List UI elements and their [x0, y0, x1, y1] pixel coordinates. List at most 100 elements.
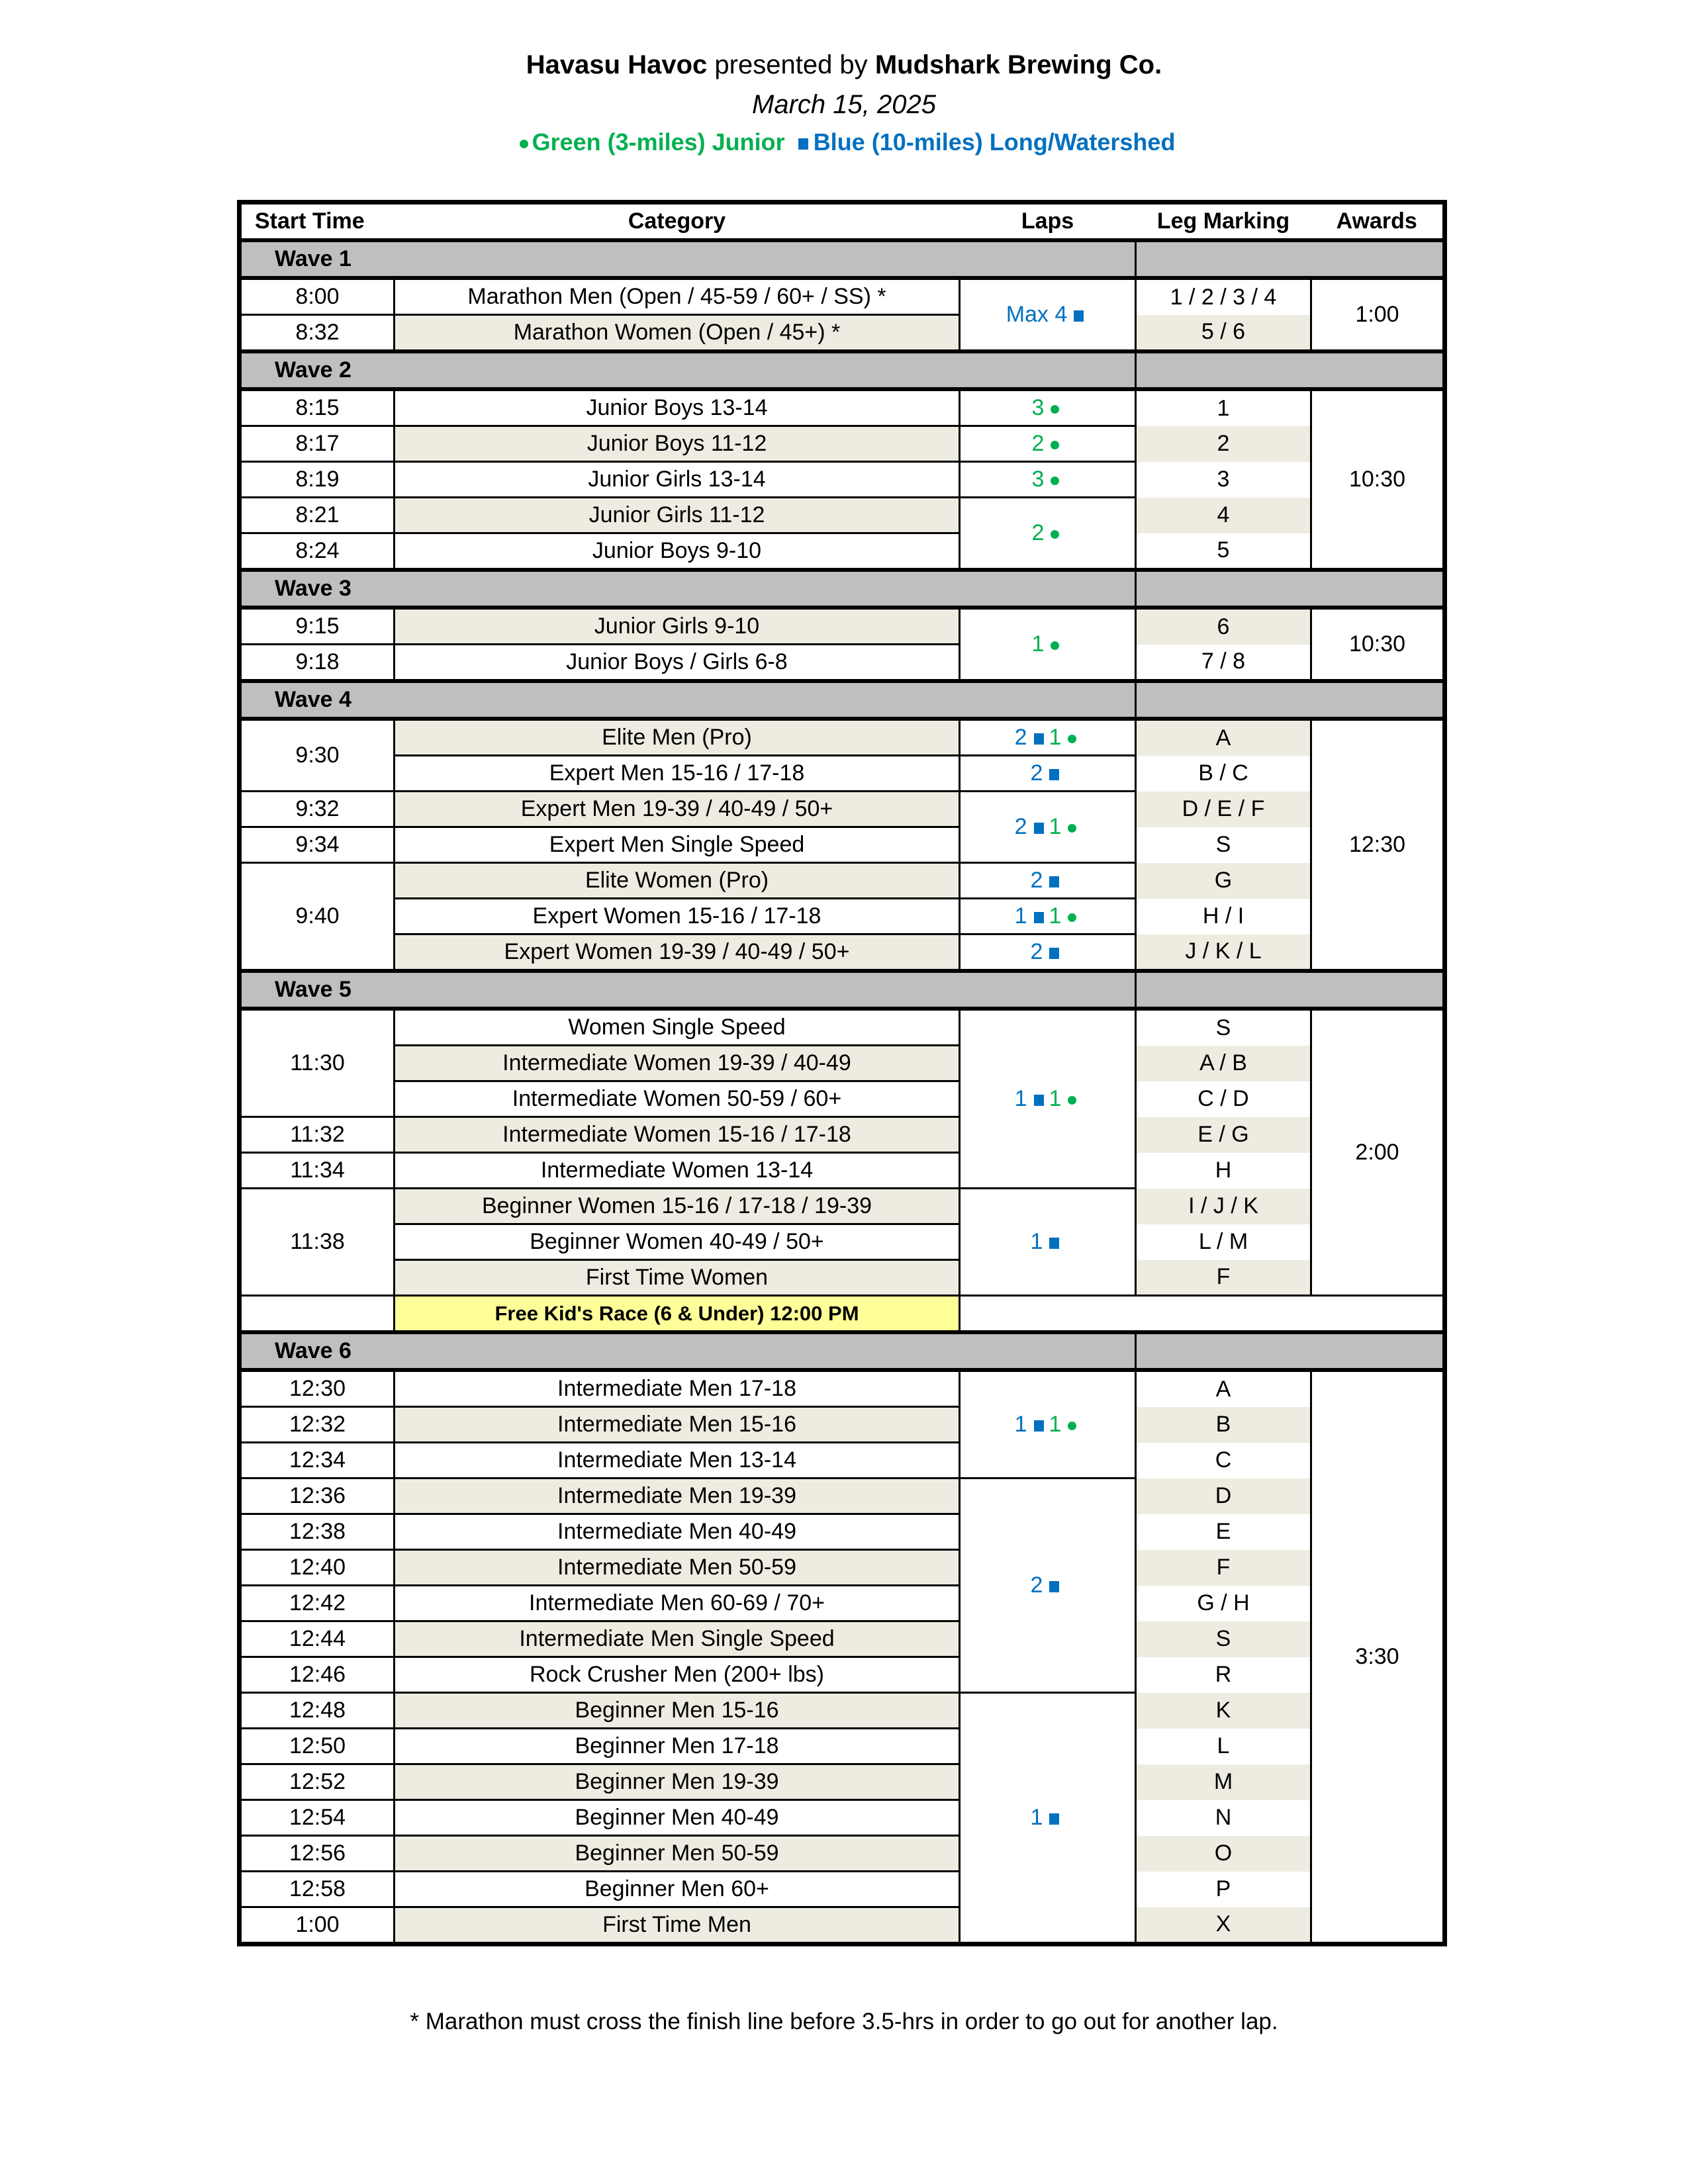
start-time: 1:00 — [238, 1906, 395, 1945]
leg-marking: D — [1135, 1478, 1312, 1514]
start-time: 9:40 — [238, 862, 395, 972]
race-schedule-table: Start Time Category Laps Leg Marking Awa… — [237, 200, 1447, 1946]
leg-marking: C / D — [1135, 1081, 1312, 1117]
laps-count: 1 — [1049, 814, 1062, 839]
table-row: 9:32 Expert Men 19-39 / 40-49 / 50+ 2 1 D / … — [238, 790, 1445, 864]
table-row: 12:34 Intermediate Men 13-14 C — [238, 1441, 1445, 1479]
laps: 3 — [959, 461, 1137, 498]
laps: 2 — [959, 754, 1137, 792]
col-category: Category — [394, 202, 960, 242]
table-row: Expert Women 15-16 / 17-18 1 1 H / I — [240, 897, 1445, 935]
start-time: 12:54 — [238, 1799, 395, 1837]
wave-label: Wave 6 — [238, 1330, 1137, 1372]
laps-count: 2 — [1031, 520, 1045, 545]
category: Expert Men Single Speed — [393, 826, 961, 864]
start-time: 8:17 — [238, 425, 395, 463]
laps-count: 1 — [1014, 903, 1027, 929]
leg-marking: N — [1135, 1799, 1312, 1836]
category: Intermediate Women 50-59 / 60+ — [393, 1080, 961, 1118]
laps-count: 1 — [1049, 725, 1062, 750]
table-row: 12:40 Intermediate Men 50-59 F — [238, 1549, 1445, 1586]
event-title: Havasu Havoc presented by Mudshark Brewi… — [0, 50, 1688, 80]
start-time: 8:24 — [238, 532, 395, 571]
leg-marking: E — [1135, 1514, 1312, 1550]
category: Junior Boys 11-12 — [393, 425, 961, 463]
blue-square-icon — [1049, 1237, 1060, 1249]
category: Intermediate Men Single Speed — [393, 1620, 961, 1658]
start-time: 12:38 — [238, 1513, 395, 1551]
laps-count: 2 — [1030, 939, 1043, 964]
table-row: Expert Women 19-39 / 40-49 / 50+ 2 J / K /… — [240, 933, 1445, 972]
wave-header-row: Wave 3 — [238, 568, 1446, 610]
green-circle-icon — [1068, 1095, 1077, 1105]
start-time: 9:18 — [238, 643, 395, 682]
table-row: 9:18 Junior Boys / Girls 6-8 7 / 8 — [238, 643, 1445, 682]
leg-marking: 5 / 6 — [1135, 314, 1312, 351]
empty-cell — [959, 1295, 1445, 1334]
laps-count: Max 4 — [1006, 302, 1068, 327]
category: Rock Crusher Men (200+ lbs) — [393, 1656, 961, 1694]
table-row: 12:54 Beginner Men 40-49 N — [238, 1799, 1445, 1837]
laps-count: 1 — [1049, 1412, 1062, 1437]
footnote: * Marathon must cross the finish line be… — [410, 2009, 1278, 2034]
leg-marking: I / J / K — [1135, 1188, 1312, 1224]
laps: 1 — [959, 606, 1137, 682]
leg-marking: F — [1135, 1549, 1312, 1586]
category: Intermediate Men 19-39 — [393, 1477, 961, 1515]
wave-header-row: Wave 2 — [238, 349, 1446, 391]
leg-marking: M — [1135, 1764, 1312, 1800]
green-circle-icon — [1051, 440, 1060, 449]
sponsor-name: Mudshark Brewing Co. — [874, 50, 1162, 79]
category: Junior Boys / Girls 6-8 — [393, 643, 961, 682]
category: Junior Girls 11-12 — [393, 496, 961, 534]
blue-square-icon — [798, 138, 808, 150]
leg-marking: H / I — [1135, 898, 1312, 934]
start-time: 12:32 — [238, 1406, 395, 1443]
table-row: Expert Men 15-16 / 17-18 2 B / C — [240, 754, 1445, 792]
start-time: 12:40 — [238, 1549, 395, 1586]
start-time: 11:30 — [238, 1007, 395, 1118]
awards-time: 12:30 — [1310, 717, 1446, 972]
start-time: 12:34 — [238, 1441, 395, 1479]
wave-header-fill — [1135, 1330, 1446, 1372]
laps: 2 — [959, 862, 1137, 899]
category: Junior Boys 9-10 — [393, 532, 961, 571]
category: Intermediate Men 50-59 — [393, 1549, 961, 1586]
start-time: 11:34 — [238, 1152, 395, 1189]
table-row: Intermediate Women 50-59 / 60+ C / D — [240, 1080, 1445, 1118]
green-circle-icon — [1068, 913, 1077, 922]
leg-marking: O — [1135, 1835, 1312, 1872]
category: Expert Women 19-39 / 40-49 / 50+ — [393, 933, 961, 972]
table-row: 12:52 Beginner Men 19-39 M — [238, 1763, 1445, 1801]
table-row: 9:15 Junior Girls 9-10 1 6 10:30 — [238, 606, 1446, 682]
col-laps: Laps — [959, 202, 1136, 242]
blue-square-icon — [1033, 1094, 1044, 1106]
blue-square-icon — [1049, 947, 1060, 959]
wave-header-fill — [1135, 349, 1446, 391]
leg-marking: S — [1135, 827, 1312, 863]
col-leg-marking: Leg Marking — [1135, 202, 1311, 242]
category: Intermediate Women 19-39 / 40-49 — [393, 1044, 961, 1082]
green-circle-icon — [1051, 529, 1060, 539]
col-start-time: Start Time — [239, 202, 395, 242]
table-row: 12:32 Intermediate Men 15-16 B — [238, 1406, 1445, 1443]
green-circle-icon — [1051, 476, 1060, 485]
table-row: 8:17 Junior Boys 11-12 2 2 — [238, 425, 1445, 463]
laps-count: 1 — [1049, 903, 1062, 929]
wave-header-row: Wave 4 — [238, 679, 1446, 721]
laps-count: 3 — [1031, 395, 1045, 420]
wave-header-row: Wave 5 — [238, 969, 1446, 1011]
category: Junior Girls 13-14 — [393, 461, 961, 498]
laps: 1 — [959, 1692, 1137, 1945]
table-row: 11:38 Beginner Women 15-16 / 17-18 / 19-3… — [238, 1187, 1445, 1297]
leg-marking: 6 — [1135, 608, 1312, 645]
laps-count: 2 — [1014, 814, 1027, 839]
category: Beginner Men 50-59 — [393, 1835, 961, 1872]
wave-header-row: Wave 1 — [238, 238, 1446, 280]
legend-blue: Blue (10-miles) Long/Watershed — [813, 128, 1176, 156]
leg-marking: X — [1135, 1907, 1312, 1944]
blue-square-icon — [1033, 822, 1044, 834]
